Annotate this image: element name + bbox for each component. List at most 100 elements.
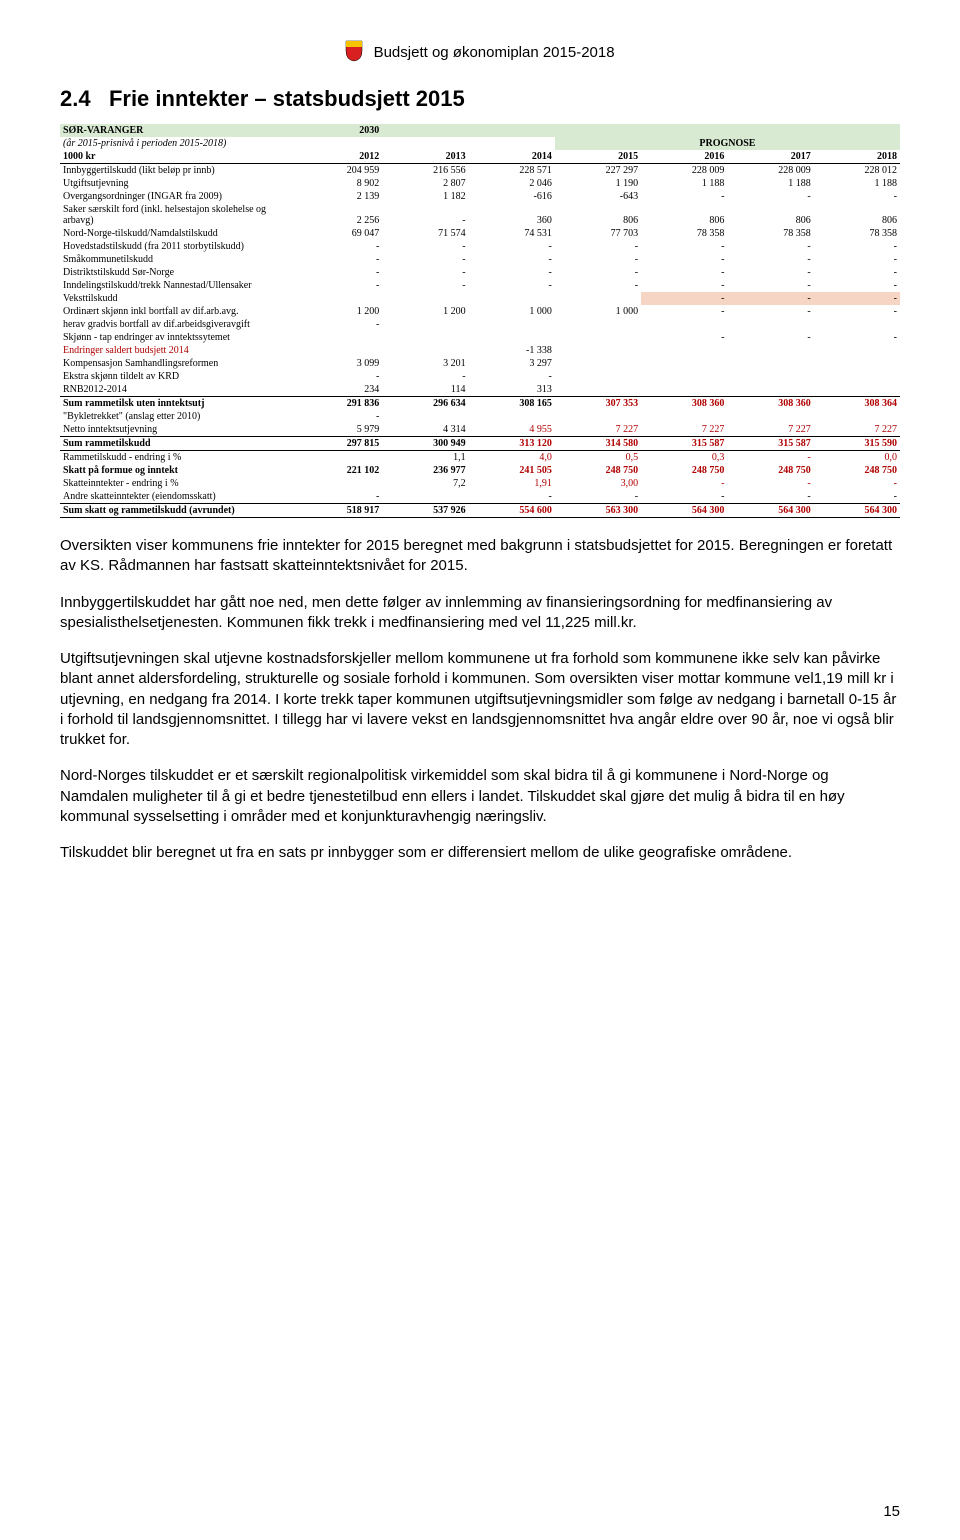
- cell: -: [382, 203, 468, 227]
- cell: 564 300: [641, 504, 727, 518]
- cell: [814, 370, 900, 383]
- cell: -: [296, 253, 382, 266]
- cell: 806: [727, 203, 813, 227]
- cell: 228 571: [469, 164, 555, 178]
- year-header: 2013: [382, 150, 468, 164]
- year-header: 2014: [469, 150, 555, 164]
- cell: 228 009: [641, 164, 727, 178]
- row-label: Utgiftsutjevning: [60, 177, 296, 190]
- cell: 234: [296, 383, 382, 397]
- cell: 806: [641, 203, 727, 227]
- cell: -: [382, 279, 468, 292]
- cell: [727, 383, 813, 397]
- cell: 1 182: [382, 190, 468, 203]
- cell: -643: [555, 190, 641, 203]
- cell: 563 300: [555, 504, 641, 518]
- cell: [296, 331, 382, 344]
- cell: 248 750: [555, 464, 641, 477]
- cell: 1 188: [814, 177, 900, 190]
- cell: -: [296, 240, 382, 253]
- year-header: 2017: [727, 150, 813, 164]
- paragraph: Nord-Norges tilskuddet er et særskilt re…: [60, 766, 900, 827]
- cell: -: [296, 410, 382, 423]
- cell: 4,0: [469, 451, 555, 465]
- cell: -: [469, 240, 555, 253]
- cell: [555, 370, 641, 383]
- cell: 537 926: [382, 504, 468, 518]
- cell: [555, 357, 641, 370]
- cell: 69 047: [296, 227, 382, 240]
- cell: 3 099: [296, 357, 382, 370]
- cell: [382, 344, 468, 357]
- cell: 296 634: [382, 397, 468, 411]
- cell: [555, 318, 641, 331]
- cell: -: [641, 477, 727, 490]
- row-label: Saker særskilt ford (inkl. helsestajon s…: [60, 203, 296, 227]
- cell: 2 256: [296, 203, 382, 227]
- row-label: herav gradvis bortfall av dif.arbeidsgiv…: [60, 318, 296, 331]
- cell: 221 102: [296, 464, 382, 477]
- row-label: Overgangsordninger (INGAR fra 2009): [60, 190, 296, 203]
- cell: [555, 383, 641, 397]
- cell: 2 139: [296, 190, 382, 203]
- cell: 0,5: [555, 451, 641, 465]
- cell: -: [641, 266, 727, 279]
- cell: -: [469, 266, 555, 279]
- prognose-header: PROGNOSE: [555, 137, 900, 150]
- cell: [727, 344, 813, 357]
- cell: -: [641, 279, 727, 292]
- cell: -: [814, 279, 900, 292]
- table-subtitle: (år 2015-prisnivå i perioden 2015-2018): [60, 137, 296, 150]
- cell: 1 188: [727, 177, 813, 190]
- cell: [814, 410, 900, 423]
- cell: 248 750: [727, 464, 813, 477]
- table-municipality: SØR-VARANGER: [60, 124, 296, 137]
- cell: [469, 318, 555, 331]
- cell: -: [727, 279, 813, 292]
- row-label: Endringer saldert budsjett 2014: [60, 344, 296, 357]
- cell: -616: [469, 190, 555, 203]
- cell: [382, 490, 468, 504]
- cell: 564 300: [727, 504, 813, 518]
- cell: -: [814, 490, 900, 504]
- cell: [641, 318, 727, 331]
- cell: 564 300: [814, 504, 900, 518]
- cell: [641, 370, 727, 383]
- paragraph: Tilskuddet blir beregnet ut fra en sats …: [60, 843, 900, 863]
- cell: 518 917: [296, 504, 382, 518]
- cell: 360: [469, 203, 555, 227]
- cell: 1,1: [382, 451, 468, 465]
- cell: 313: [469, 383, 555, 397]
- cell: -: [727, 305, 813, 318]
- cell: -: [382, 266, 468, 279]
- year-header: 2016: [641, 150, 727, 164]
- cell: -: [814, 240, 900, 253]
- row-label: Ekstra skjønn tildelt av KRD: [60, 370, 296, 383]
- section-heading: 2.4 Frie inntekter – statsbudsjett 2015: [60, 86, 900, 112]
- cell: [814, 318, 900, 331]
- row-label: Skjønn - tap endringer av inntektssyteme…: [60, 331, 296, 344]
- cell: 314 580: [555, 437, 641, 451]
- cell: 0,3: [641, 451, 727, 465]
- cell: -: [814, 292, 900, 305]
- cell: 291 836: [296, 397, 382, 411]
- cell: -: [641, 240, 727, 253]
- cell: 114: [382, 383, 468, 397]
- cell: 7 227: [814, 423, 900, 437]
- cell: -: [469, 253, 555, 266]
- row-label: Innbyggertilskudd (likt beløp pr innb): [60, 164, 296, 178]
- row-label: Sum skatt og rammetilskudd (avrundet): [60, 504, 296, 518]
- cell: [382, 410, 468, 423]
- cell: -: [382, 253, 468, 266]
- cell: -: [641, 331, 727, 344]
- year-header: 2018: [814, 150, 900, 164]
- cell: 236 977: [382, 464, 468, 477]
- cell: [555, 331, 641, 344]
- row-label: Andre skatteinntekter (eiendomsskatt): [60, 490, 296, 504]
- cell: -: [727, 266, 813, 279]
- cell: -: [727, 253, 813, 266]
- cell: 7 227: [641, 423, 727, 437]
- page-header: Budsjett og økonomiplan 2015-2018: [60, 40, 900, 66]
- cell: 554 600: [469, 504, 555, 518]
- cell: 4 314: [382, 423, 468, 437]
